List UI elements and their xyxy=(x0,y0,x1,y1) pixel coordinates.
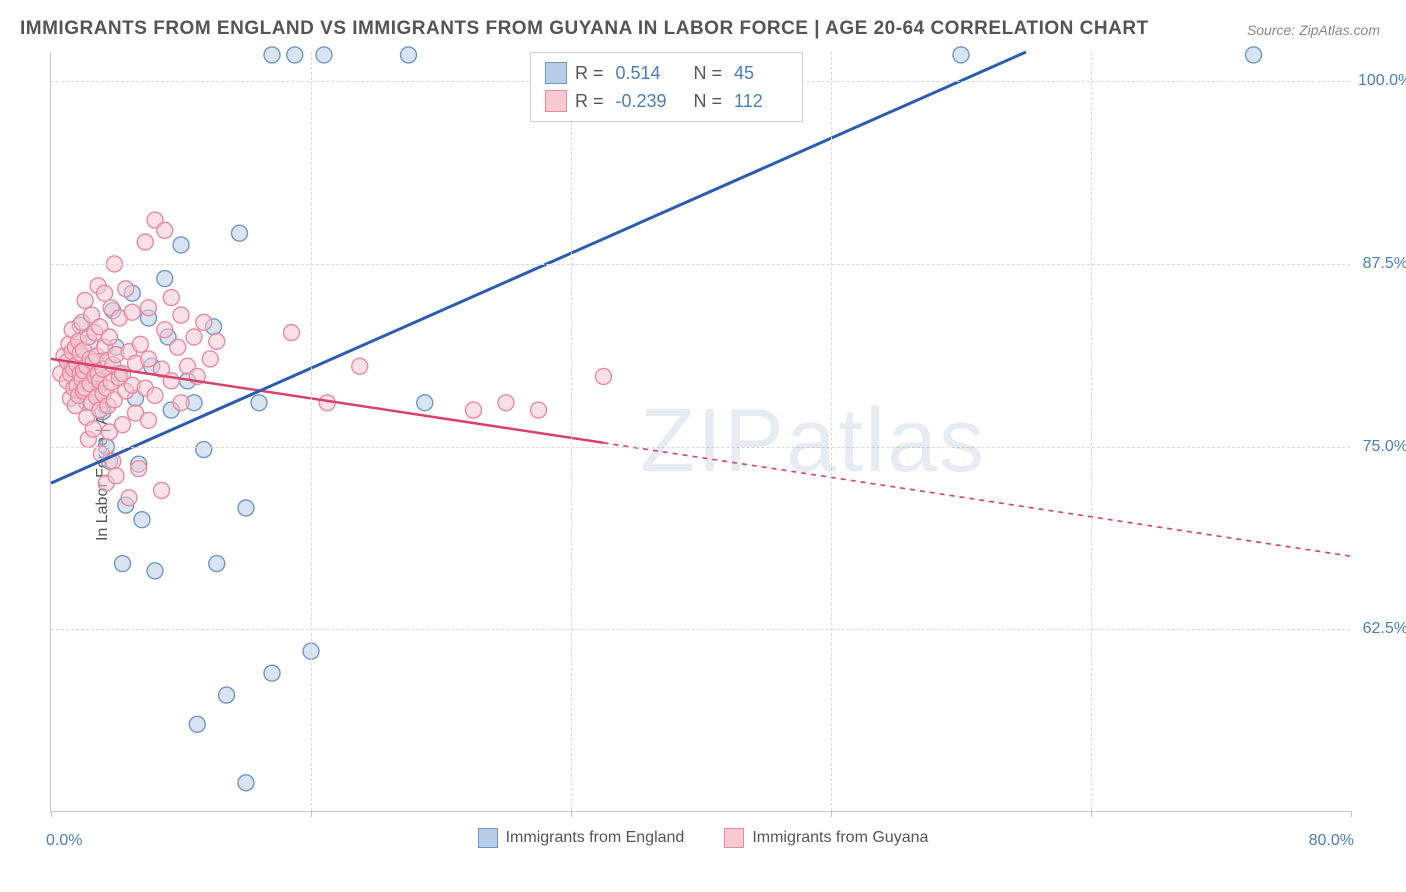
data-point xyxy=(196,314,212,330)
data-point xyxy=(232,225,248,241)
data-point xyxy=(115,417,131,433)
data-point xyxy=(157,222,173,238)
data-point xyxy=(498,395,514,411)
data-point xyxy=(137,234,153,250)
data-point xyxy=(170,339,186,355)
data-point xyxy=(131,461,147,477)
data-point xyxy=(163,290,179,306)
data-point xyxy=(316,47,332,63)
y-tick-label: 62.5% xyxy=(1358,620,1406,638)
data-point xyxy=(97,285,113,301)
chart-title: IMMIGRANTS FROM ENGLAND VS IMMIGRANTS FR… xyxy=(20,18,1149,40)
data-point xyxy=(352,358,368,374)
stat-r-value: 0.514 xyxy=(616,59,670,87)
data-point xyxy=(157,322,173,338)
tick-mark xyxy=(1091,811,1092,817)
stat-r-label: R = xyxy=(575,59,604,87)
tick-mark xyxy=(831,811,832,817)
data-point xyxy=(287,47,303,63)
data-point xyxy=(141,300,157,316)
data-point xyxy=(124,304,140,320)
data-point xyxy=(173,307,189,323)
stat-n-value: 45 xyxy=(734,59,788,87)
source-text: Source: ZipAtlas.com xyxy=(1247,22,1380,38)
data-point xyxy=(238,775,254,791)
data-point xyxy=(1246,47,1262,63)
data-point xyxy=(115,556,131,572)
data-point xyxy=(202,351,218,367)
stat-r-value: -0.239 xyxy=(616,87,670,115)
tick-mark xyxy=(51,811,52,817)
data-point xyxy=(118,281,134,297)
gridline xyxy=(831,52,832,811)
chart-canvas xyxy=(51,52,1350,811)
y-tick-label: 75.0% xyxy=(1358,438,1406,456)
stat-n-value: 112 xyxy=(734,87,788,115)
gridline xyxy=(51,629,1350,630)
data-point xyxy=(134,512,150,528)
legend-item-england: Immigrants from England xyxy=(478,828,685,848)
data-point xyxy=(189,716,205,732)
stat-n-label: N = xyxy=(694,59,723,87)
gridline xyxy=(51,447,1350,448)
bottom-legend: Immigrants from England Immigrants from … xyxy=(0,828,1406,848)
data-point xyxy=(132,336,148,352)
data-point xyxy=(209,333,225,349)
swatch-icon xyxy=(478,828,498,848)
swatch-icon xyxy=(724,828,744,848)
data-point xyxy=(251,395,267,411)
legend-label: Immigrants from England xyxy=(506,829,685,847)
tick-mark xyxy=(571,811,572,817)
data-point xyxy=(141,412,157,428)
data-point xyxy=(531,402,547,418)
gridline xyxy=(51,264,1350,265)
correlation-stat-box: R = 0.514 N = 45 R = -0.239 N = 112 xyxy=(530,52,803,122)
tick-mark xyxy=(1351,811,1352,817)
data-point xyxy=(264,665,280,681)
gridline xyxy=(311,52,312,811)
data-point xyxy=(196,442,212,458)
plot-area: 62.5%75.0%87.5%100.0% xyxy=(50,52,1350,812)
data-point xyxy=(121,490,137,506)
y-tick-label: 100.0% xyxy=(1358,72,1406,90)
data-point xyxy=(284,325,300,341)
data-point xyxy=(219,687,235,703)
data-point xyxy=(209,556,225,572)
data-point xyxy=(417,395,433,411)
gridline xyxy=(1091,52,1092,811)
data-point xyxy=(154,482,170,498)
stat-row-guyana: R = -0.239 N = 112 xyxy=(545,87,788,115)
data-point xyxy=(238,500,254,516)
data-point xyxy=(85,421,101,437)
swatch-icon xyxy=(545,90,567,112)
stat-r-label: R = xyxy=(575,87,604,115)
data-point xyxy=(186,329,202,345)
data-point xyxy=(173,395,189,411)
data-point xyxy=(77,292,93,308)
stat-row-england: R = 0.514 N = 45 xyxy=(545,59,788,87)
data-point xyxy=(147,387,163,403)
data-point xyxy=(102,329,118,345)
tick-mark xyxy=(311,811,312,817)
legend-label: Immigrants from Guyana xyxy=(752,829,928,847)
data-point xyxy=(141,351,157,367)
data-point xyxy=(157,271,173,287)
data-point xyxy=(173,237,189,253)
data-point xyxy=(596,368,612,384)
gridline xyxy=(571,52,572,811)
data-point xyxy=(466,402,482,418)
data-point xyxy=(147,563,163,579)
data-point xyxy=(264,47,280,63)
data-point xyxy=(108,468,124,484)
y-tick-label: 87.5% xyxy=(1358,255,1406,273)
legend-item-guyana: Immigrants from Guyana xyxy=(724,828,928,848)
data-point xyxy=(401,47,417,63)
swatch-icon xyxy=(545,62,567,84)
data-point xyxy=(953,47,969,63)
stat-n-label: N = xyxy=(694,87,723,115)
